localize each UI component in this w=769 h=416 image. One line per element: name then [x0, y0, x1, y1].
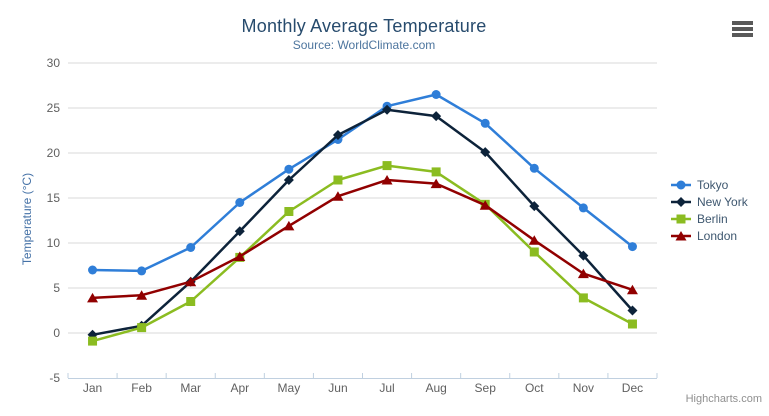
series-line-tokyo	[91, 93, 634, 273]
x-axis-label: Oct	[525, 381, 544, 395]
series-line-new-york	[91, 108, 634, 337]
data-point-berlin[interactable]	[284, 207, 294, 216]
x-axis-label: Mar	[180, 381, 201, 395]
data-point-london[interactable]	[136, 290, 148, 300]
data-point-london[interactable]	[381, 175, 393, 185]
x-axis-label: Jun	[328, 381, 347, 395]
data-point-tokyo[interactable]	[88, 265, 98, 275]
y-axis-label: 10	[47, 236, 61, 250]
data-point-london[interactable]	[283, 220, 295, 231]
data-point-berlin[interactable]	[186, 297, 196, 306]
x-axis-label: Feb	[131, 381, 152, 395]
legend-item-new-york[interactable]: New York	[670, 194, 748, 210]
data-point-tokyo[interactable]	[186, 243, 196, 252]
credits-link[interactable]: Highcharts.com	[685, 393, 762, 405]
legend-marker-new-york-icon	[671, 197, 691, 207]
y-axis-label: 25	[47, 101, 61, 115]
y-axis-label: 15	[47, 191, 61, 205]
data-point-tokyo[interactable]	[284, 164, 294, 174]
data-point-tokyo[interactable]	[529, 163, 539, 173]
data-point-tokyo[interactable]	[480, 118, 490, 128]
data-point-new-york[interactable]	[627, 305, 638, 316]
data-point-berlin[interactable]	[333, 175, 343, 185]
x-axis-label: Nov	[573, 381, 594, 395]
x-axis-label: Apr	[230, 381, 249, 395]
y-axis-label: 0	[53, 326, 60, 340]
legend-label: New York	[697, 195, 748, 209]
data-point-new-york[interactable]	[332, 130, 343, 140]
data-point-berlin[interactable]	[382, 161, 392, 171]
data-point-london[interactable]	[87, 292, 99, 303]
legend-item-tokyo[interactable]: Tokyo	[670, 177, 748, 193]
data-point-london[interactable]	[577, 268, 589, 279]
y-axis-label: 5	[53, 281, 60, 295]
data-point-tokyo[interactable]	[627, 242, 637, 252]
data-point-london[interactable]	[332, 191, 344, 201]
data-point-new-york[interactable]	[480, 147, 491, 158]
data-point-berlin[interactable]	[431, 167, 441, 177]
data-point-berlin[interactable]	[88, 336, 98, 346]
x-axis-label: Jul	[379, 381, 394, 395]
data-point-tokyo[interactable]	[431, 90, 441, 99]
series-line-london	[91, 178, 634, 300]
data-point-new-york[interactable]	[578, 250, 589, 261]
data-point-london[interactable]	[234, 251, 246, 262]
data-point-london[interactable]	[528, 235, 540, 245]
y-axis-label: 30	[47, 56, 61, 70]
data-point-london[interactable]	[430, 178, 442, 189]
legend-label: Berlin	[697, 212, 728, 226]
data-point-berlin[interactable]	[137, 323, 147, 333]
x-axis-label: Sep	[475, 381, 497, 395]
chart-title: Monthly Average Temperature	[241, 16, 487, 36]
legend-marker-tokyo-icon	[671, 180, 691, 190]
data-point-london[interactable]	[626, 284, 638, 295]
data-point-london[interactable]	[185, 276, 197, 287]
data-point-new-york[interactable]	[431, 111, 442, 122]
x-axis-label: Dec	[622, 381, 643, 395]
data-point-berlin[interactable]	[529, 247, 539, 257]
x-axis-label: Jan	[83, 381, 102, 395]
legend-label: Tokyo	[697, 178, 729, 192]
export-menu-button[interactable]	[732, 21, 753, 37]
data-point-berlin[interactable]	[627, 319, 637, 329]
y-axis-label: -5	[49, 371, 60, 385]
data-point-tokyo[interactable]	[137, 266, 147, 276]
y-axis-label: 20	[47, 146, 61, 160]
data-point-new-york[interactable]	[382, 104, 393, 115]
hamburger-icon	[732, 21, 753, 25]
data-point-new-york[interactable]	[234, 226, 245, 237]
chart-subtitle: Source: WorldClimate.com	[292, 38, 436, 52]
legend-label: London	[697, 229, 738, 243]
legend-item-london[interactable]: London	[670, 228, 748, 244]
data-point-tokyo[interactable]	[578, 203, 588, 213]
legend: Tokyo New York Berlin London	[670, 177, 748, 245]
data-point-new-york[interactable]	[283, 175, 294, 185]
data-point-tokyo[interactable]	[235, 198, 245, 207]
x-axis-label: May	[278, 381, 301, 395]
data-point-berlin[interactable]	[578, 293, 588, 303]
data-point-london[interactable]	[479, 200, 491, 210]
legend-item-berlin[interactable]: Berlin	[670, 211, 748, 227]
legend-marker-berlin-icon	[671, 214, 691, 224]
x-axis-label: Aug	[425, 381, 446, 395]
legend-marker-london-icon	[671, 231, 691, 241]
data-point-new-york[interactable]	[529, 201, 540, 212]
series-line-berlin	[91, 164, 634, 343]
